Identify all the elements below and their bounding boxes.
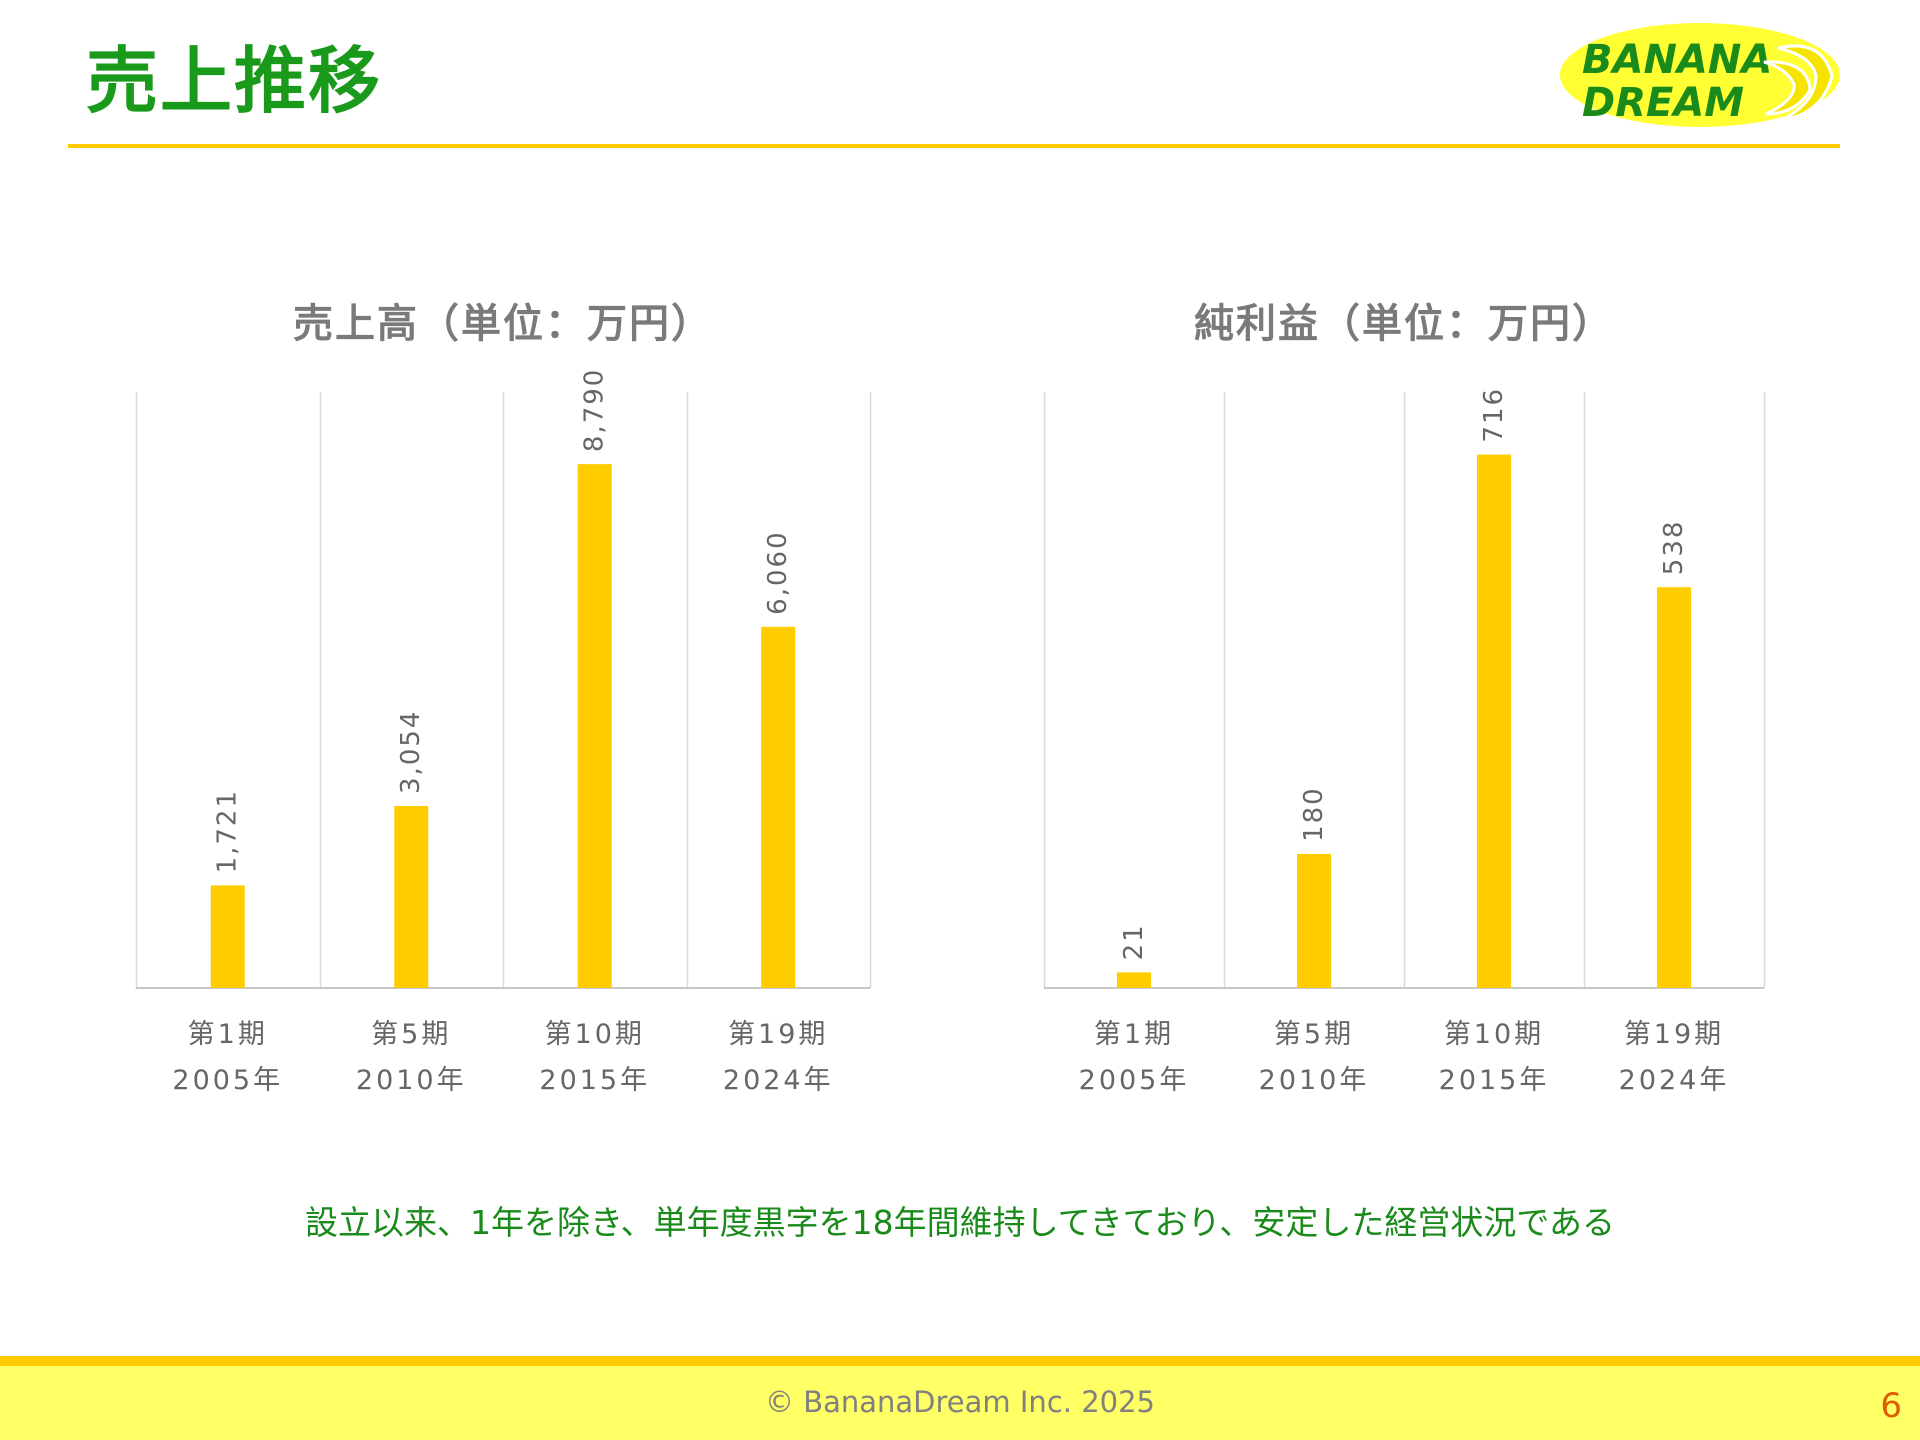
- sales-chart: 1,721 3,054 8,790 6,060: [135, 368, 872, 994]
- svg-text:BANANA: BANANA: [1582, 37, 1772, 83]
- category-year: 2015年: [539, 1065, 651, 1096]
- svg-text:DREAM: DREAM: [1582, 80, 1744, 126]
- profit-value-label: 716: [1479, 387, 1509, 443]
- profit-chart-svg: 21 180 716 538: [1043, 387, 1766, 989]
- category-year: 2005年: [172, 1065, 284, 1096]
- sales-value-label: 1,721: [213, 789, 243, 873]
- sales-chart-title: 売上高（単位：万円）: [293, 301, 713, 347]
- footer-bar: [0, 1366, 1920, 1440]
- category-period: 第5期: [371, 1019, 452, 1050]
- sales-bar: [210, 885, 245, 988]
- sales-bar: [577, 464, 612, 989]
- sales-value-label: 6,060: [763, 530, 793, 614]
- profit-category-label: 第1期 2005年: [1044, 1012, 1224, 1104]
- category-year: 2010年: [355, 1065, 467, 1096]
- profit-value-label: 21: [1119, 923, 1149, 960]
- category-period: 第19期: [728, 1019, 829, 1050]
- profit-category-label: 第5期 2010年: [1224, 1012, 1404, 1104]
- sales-bar: [761, 626, 796, 988]
- category-year: 2024年: [1618, 1065, 1730, 1096]
- category-year: 2024年: [722, 1065, 834, 1096]
- sales-category-label: 第1期 2005年: [136, 1012, 320, 1104]
- profit-bar: [1117, 972, 1151, 988]
- profit-value-label: 538: [1659, 520, 1689, 576]
- sales-bar: [394, 805, 429, 988]
- sales-value-label: 3,054: [396, 710, 426, 794]
- sales-category-label: 第5期 2010年: [320, 1012, 504, 1104]
- sales-value-label: 8,790: [580, 368, 610, 452]
- category-year: 2005年: [1078, 1065, 1190, 1096]
- category-year: 2015年: [1438, 1065, 1550, 1096]
- profit-bar: [1297, 853, 1331, 988]
- profit-bar: [1477, 454, 1511, 988]
- copyright-text: © BananaDream Inc. 2025: [765, 1385, 1155, 1419]
- category-period: 第19期: [1623, 1019, 1725, 1050]
- page-number: 6: [1880, 1386, 1902, 1426]
- summary-text: 設立以来、1年を除き、単年度黒字を18年間維持してきており、安定した経営状況であ…: [304, 1203, 1616, 1242]
- profit-category-label: 第19期 2024年: [1584, 1012, 1764, 1104]
- sales-chart-svg: 1,721 3,054 8,790 6,060: [135, 368, 872, 989]
- profit-bar: [1657, 587, 1691, 988]
- header-divider: [68, 144, 1840, 148]
- category-period: 第5期: [1273, 1019, 1355, 1050]
- profit-category-label: 第10期 2015年: [1404, 1012, 1584, 1104]
- profit-chart: 21 180 716 538: [1043, 370, 1766, 994]
- category-year: 2010年: [1258, 1065, 1370, 1096]
- category-period: 第1期: [1093, 1019, 1175, 1050]
- profit-value-label: 180: [1299, 786, 1329, 842]
- sales-category-label: 第19期 2024年: [687, 1012, 871, 1104]
- category-period: 第10期: [544, 1019, 645, 1050]
- category-period: 第10期: [1443, 1019, 1545, 1050]
- slide-title: 売上推移: [86, 39, 383, 123]
- category-period: 第1期: [187, 1019, 268, 1050]
- footer-divider: [0, 1356, 1920, 1366]
- profit-chart-title: 純利益（単位：万円）: [1194, 301, 1614, 347]
- banana-dream-logo: BANANA DREAM: [1560, 23, 1840, 127]
- sales-category-label: 第10期 2015年: [503, 1012, 687, 1104]
